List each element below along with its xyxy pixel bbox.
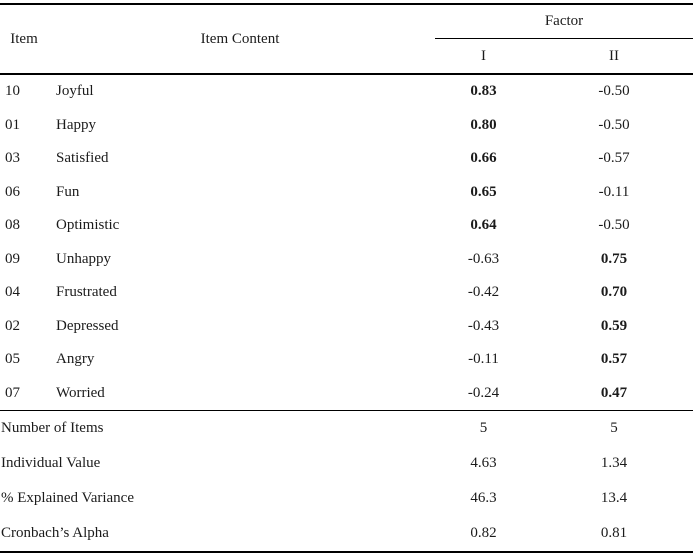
- column-header-factor-2: II: [609, 47, 619, 64]
- cell-item-number: 05: [5, 351, 20, 368]
- summary-row: Cronbach’s Alpha 0.82 0.81: [0, 516, 693, 551]
- cell-item-content: Joyful: [56, 83, 94, 100]
- cell-factor-2: 0.59: [600, 317, 628, 334]
- cell-item-number: 08: [5, 217, 20, 234]
- table-row: 03 Satisfied 0.66 -0.57: [0, 142, 693, 176]
- factor-header-group: Factor I II: [432, 5, 693, 73]
- cell-item-number: 02: [5, 317, 20, 334]
- cell-factor-1: -0.63: [467, 250, 500, 267]
- cell-factor-1: -0.43: [467, 317, 500, 334]
- table-row: 01 Happy 0.80 -0.50: [0, 109, 693, 143]
- table-summary: Number of Items 5 5 Individual Value 4.6…: [0, 410, 693, 553]
- cell-factor-1: 0.66: [470, 150, 497, 167]
- summary-factor-1: 46.3: [470, 490, 497, 506]
- summary-factor-2: 0.81: [600, 525, 628, 541]
- cell-factor-2: -0.50: [598, 217, 630, 234]
- column-header-factor: Factor: [435, 5, 693, 39]
- summary-factor-1: 5: [479, 420, 488, 436]
- cell-item-content: Frustrated: [56, 284, 117, 301]
- table-row: 07 Worried -0.24 0.47: [0, 377, 693, 411]
- cell-factor-1: 0.64: [470, 217, 497, 234]
- summary-factor-2: 1.34: [600, 455, 628, 471]
- cell-item-content: Happy: [56, 116, 96, 133]
- table-row: 05 Angry -0.11 0.57: [0, 343, 693, 377]
- summary-factor-2: 13.4: [600, 490, 628, 506]
- cell-factor-2: -0.11: [598, 183, 630, 200]
- cell-factor-1: -0.11: [468, 351, 499, 368]
- summary-row: Individual Value 4.63 1.34: [0, 446, 693, 481]
- cell-item-content: Depressed: [56, 317, 119, 334]
- factor-subheader-row: I II: [432, 39, 693, 73]
- table-row: 10 Joyful 0.83 -0.50: [0, 75, 693, 109]
- summary-label: Number of Items: [1, 420, 104, 436]
- cell-factor-1: 0.65: [470, 183, 497, 200]
- cell-factor-2: 0.57: [600, 351, 628, 368]
- cell-item-content: Angry: [56, 351, 95, 368]
- cell-item-number: 01: [5, 116, 20, 133]
- cell-factor-1: -0.24: [467, 384, 500, 401]
- summary-label: % Explained Variance: [1, 490, 135, 506]
- table-row: 09 Unhappy -0.63 0.75: [0, 243, 693, 277]
- table-row: 06 Fun 0.65 -0.11: [0, 176, 693, 210]
- cell-item-number: 09: [5, 250, 20, 267]
- cell-item-number: 03: [5, 150, 20, 167]
- summary-label: Cronbach’s Alpha: [1, 525, 109, 541]
- summary-label: Individual Value: [1, 455, 101, 471]
- column-header-item: Item: [10, 30, 38, 47]
- summary-factor-2: 5: [610, 420, 618, 436]
- cell-item-number: 10: [5, 83, 20, 100]
- cell-factor-2: 0.47: [600, 384, 628, 401]
- cell-item-number: 04: [5, 284, 20, 301]
- cell-item-content: Unhappy: [56, 250, 111, 267]
- cell-factor-2: 0.75: [600, 250, 628, 267]
- cell-item-number: 07: [5, 384, 20, 401]
- cell-factor-1: -0.42: [467, 284, 500, 301]
- summary-row: % Explained Variance 46.3 13.4: [0, 481, 693, 516]
- cell-item-content: Worried: [56, 384, 105, 401]
- table-row: 02 Depressed -0.43 0.59: [0, 310, 693, 344]
- cell-factor-2: -0.50: [598, 116, 630, 133]
- cell-factor-2: -0.57: [598, 150, 630, 167]
- summary-row: Number of Items 5 5: [0, 411, 693, 446]
- cell-item-content: Satisfied: [56, 150, 109, 167]
- cell-item-number: 06: [5, 183, 20, 200]
- cell-item-content: Fun: [56, 183, 80, 200]
- cell-factor-1: 0.83: [470, 83, 497, 100]
- cell-item-content: Optimistic: [56, 217, 120, 234]
- table-header: Item Item Content Factor I II: [0, 3, 693, 75]
- table-body: 10 Joyful 0.83 -0.50 01 Happy 0.80 -0.50…: [0, 75, 693, 410]
- table-row: 08 Optimistic 0.64 -0.50: [0, 209, 693, 243]
- cell-factor-2: -0.50: [598, 83, 630, 100]
- column-header-factor-1: I: [481, 47, 486, 64]
- cell-factor-2: 0.70: [600, 284, 628, 301]
- column-header-item-content: Item Content: [200, 30, 280, 47]
- summary-factor-1: 4.63: [470, 455, 497, 471]
- cell-factor-1: 0.80: [470, 116, 497, 133]
- summary-factor-1: 0.82: [470, 525, 497, 541]
- table-row: 04 Frustrated -0.42 0.70: [0, 276, 693, 310]
